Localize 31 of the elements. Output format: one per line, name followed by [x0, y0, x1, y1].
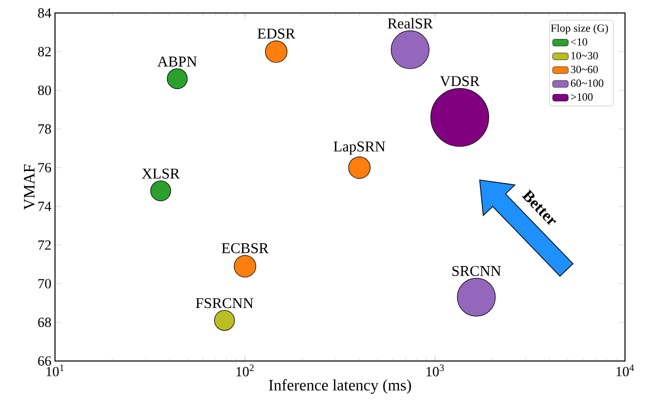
x-tick-label: 10$^{1}$: [46, 364, 64, 376]
x-tick-label: 10$^{4}$: [616, 364, 634, 376]
x-axis-title: Inference latency (ms): [268, 379, 411, 394]
x-tick-label: 10$^{3}$: [426, 364, 444, 376]
y-tick-label: 68: [38, 318, 51, 328]
annotation: XLSR: [142, 168, 180, 179]
annotation: SRCNN: [452, 266, 501, 276]
y-tick-label: 84: [38, 8, 52, 18]
annotation: LapSRN: [334, 142, 386, 155]
annotation: VDSR: [440, 76, 480, 86]
y-tick-label: 74: [38, 202, 52, 211]
legend-label: >100: [571, 93, 593, 101]
annotation: RealSR: [388, 18, 433, 29]
y-tick-label: 76: [38, 162, 52, 172]
annotation: ECBSR: [222, 243, 269, 254]
y-tick-label: 70: [38, 278, 51, 288]
legend-label: 60~100: [570, 80, 604, 87]
y-tick-label: 78: [38, 124, 51, 134]
legend-label: <10: [570, 38, 588, 46]
x-tick-label: 10$^{2}$: [236, 364, 254, 376]
y-tick-label: 82: [38, 46, 51, 56]
y-axis-title: VMAF: [24, 164, 35, 210]
legend-label: 10~30: [571, 52, 598, 60]
legend-label: 30~60: [570, 66, 598, 74]
annotation: ABPN: [157, 56, 197, 66]
annotation: FSRCNN: [196, 298, 254, 308]
legend-title: Flop size (G): [550, 24, 608, 34]
annotation: EDSR: [258, 28, 296, 39]
y-tick-label: 80: [38, 86, 51, 96]
y-tick-label: 72: [38, 240, 51, 250]
y-tick-label: 66: [38, 356, 52, 366]
